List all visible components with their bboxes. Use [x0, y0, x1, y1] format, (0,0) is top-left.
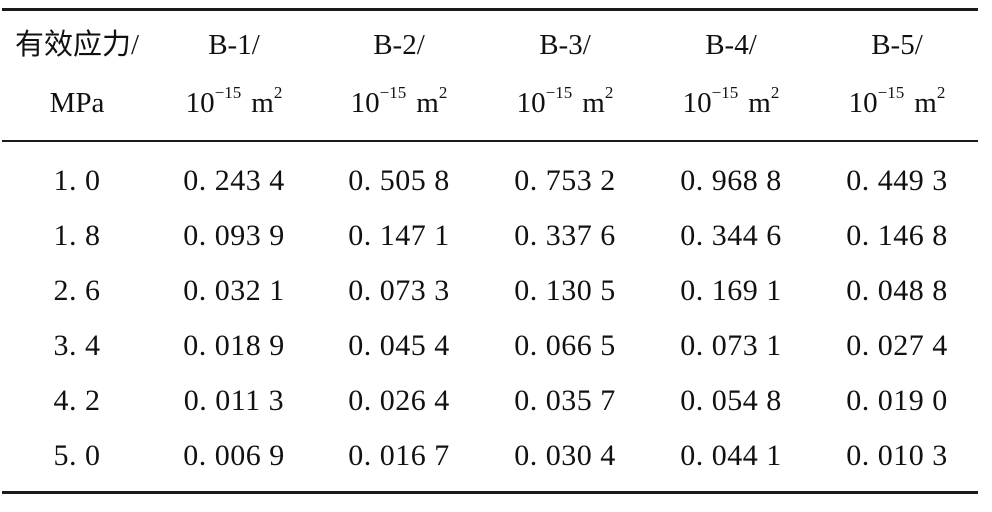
unit-base: 10	[516, 87, 546, 119]
table-cell: 0. 505 8	[348, 164, 450, 197]
table-cell: 0. 073 1	[680, 329, 782, 362]
table-cell: 0. 093 9	[183, 219, 285, 252]
table-cell: 4. 2	[53, 384, 101, 417]
unit-base: 10	[848, 87, 878, 119]
table-cell: 0. 032 1	[183, 274, 285, 307]
header-stress-label: 有效应力/	[14, 29, 140, 61]
unit-tail-exponent: 2	[273, 83, 283, 103]
unit-tail: m	[251, 87, 274, 119]
unit-exponent: −15	[545, 83, 573, 103]
table-cell: 0. 146 8	[846, 219, 948, 252]
table-cell: 0. 045 4	[348, 329, 450, 362]
unit-tail-exponent: 2	[770, 83, 780, 103]
table-cell: 1. 0	[53, 164, 101, 197]
table-cell: 0. 044 1	[680, 439, 782, 472]
table-cell: 2. 6	[53, 274, 101, 307]
table-cell: 0. 035 7	[514, 384, 616, 417]
header-sample-unit: 10−15 m2	[814, 83, 980, 120]
unit-base: 10	[682, 87, 712, 119]
table-cell: 0. 066 5	[514, 329, 616, 362]
header-sample-name: B-4/	[705, 29, 757, 61]
unit-tail-exponent: 2	[604, 83, 614, 103]
table-cell: 0. 130 5	[514, 274, 616, 307]
table-cell: 0. 753 2	[514, 164, 616, 197]
unit-tail: m	[914, 87, 937, 119]
table-cell: 0. 019 0	[846, 384, 948, 417]
table-cell: 0. 968 8	[680, 164, 782, 197]
table-cell: 0. 147 1	[348, 219, 450, 252]
header-sample-name: B-3/	[539, 29, 591, 61]
table-cell: 1. 8	[53, 219, 101, 252]
unit-exponent: −15	[214, 83, 242, 103]
table-cell: 0. 073 3	[348, 274, 450, 307]
table-cell: 0. 030 4	[514, 439, 616, 472]
table-cell: 0. 006 9	[183, 439, 285, 472]
unit-exponent: −15	[877, 83, 905, 103]
header-sample-name: B-2/	[373, 29, 425, 61]
unit-base: 10	[350, 87, 380, 119]
unit-tail: m	[748, 87, 771, 119]
unit-base: 10	[185, 87, 215, 119]
header-sample-name: B-1/	[208, 29, 260, 61]
table-cell: 0. 048 8	[846, 274, 948, 307]
unit-tail: m	[416, 87, 439, 119]
table-cell: 0. 344 6	[680, 219, 782, 252]
unit-tail-exponent: 2	[438, 83, 448, 103]
header-stress-unit: MPa	[49, 87, 105, 119]
table-cell: 5. 0	[53, 439, 101, 472]
table-cell: 0. 011 3	[183, 384, 285, 417]
unit-exponent: −15	[379, 83, 407, 103]
header-rule	[2, 140, 978, 142]
table-cell: 0. 449 3	[846, 164, 948, 197]
table-cell: 0. 243 4	[183, 164, 285, 197]
table-cell: 0. 027 4	[846, 329, 948, 362]
table-cell: 0. 026 4	[348, 384, 450, 417]
table-cell: 0. 010 3	[846, 439, 948, 472]
header-sample-unit: 10−15 m2	[316, 83, 482, 120]
header-sample-unit: 10−15 m2	[648, 83, 814, 120]
bottom-rule	[2, 491, 978, 494]
table-cell: 0. 016 7	[348, 439, 450, 472]
unit-exponent: −15	[711, 83, 739, 103]
table-cell: 3. 4	[53, 329, 101, 362]
unit-tail: m	[582, 87, 605, 119]
table-cell: 0. 018 9	[183, 329, 285, 362]
header-sample-unit: 10−15 m2	[152, 83, 316, 120]
unit-tail-exponent: 2	[936, 83, 946, 103]
top-rule	[2, 8, 978, 11]
header-sample-name: B-5/	[871, 29, 923, 61]
table-cell: 0. 169 1	[680, 274, 782, 307]
table-cell: 0. 054 8	[680, 384, 782, 417]
table-cell: 0. 337 6	[514, 219, 616, 252]
header-sample-unit: 10−15 m2	[482, 83, 648, 120]
